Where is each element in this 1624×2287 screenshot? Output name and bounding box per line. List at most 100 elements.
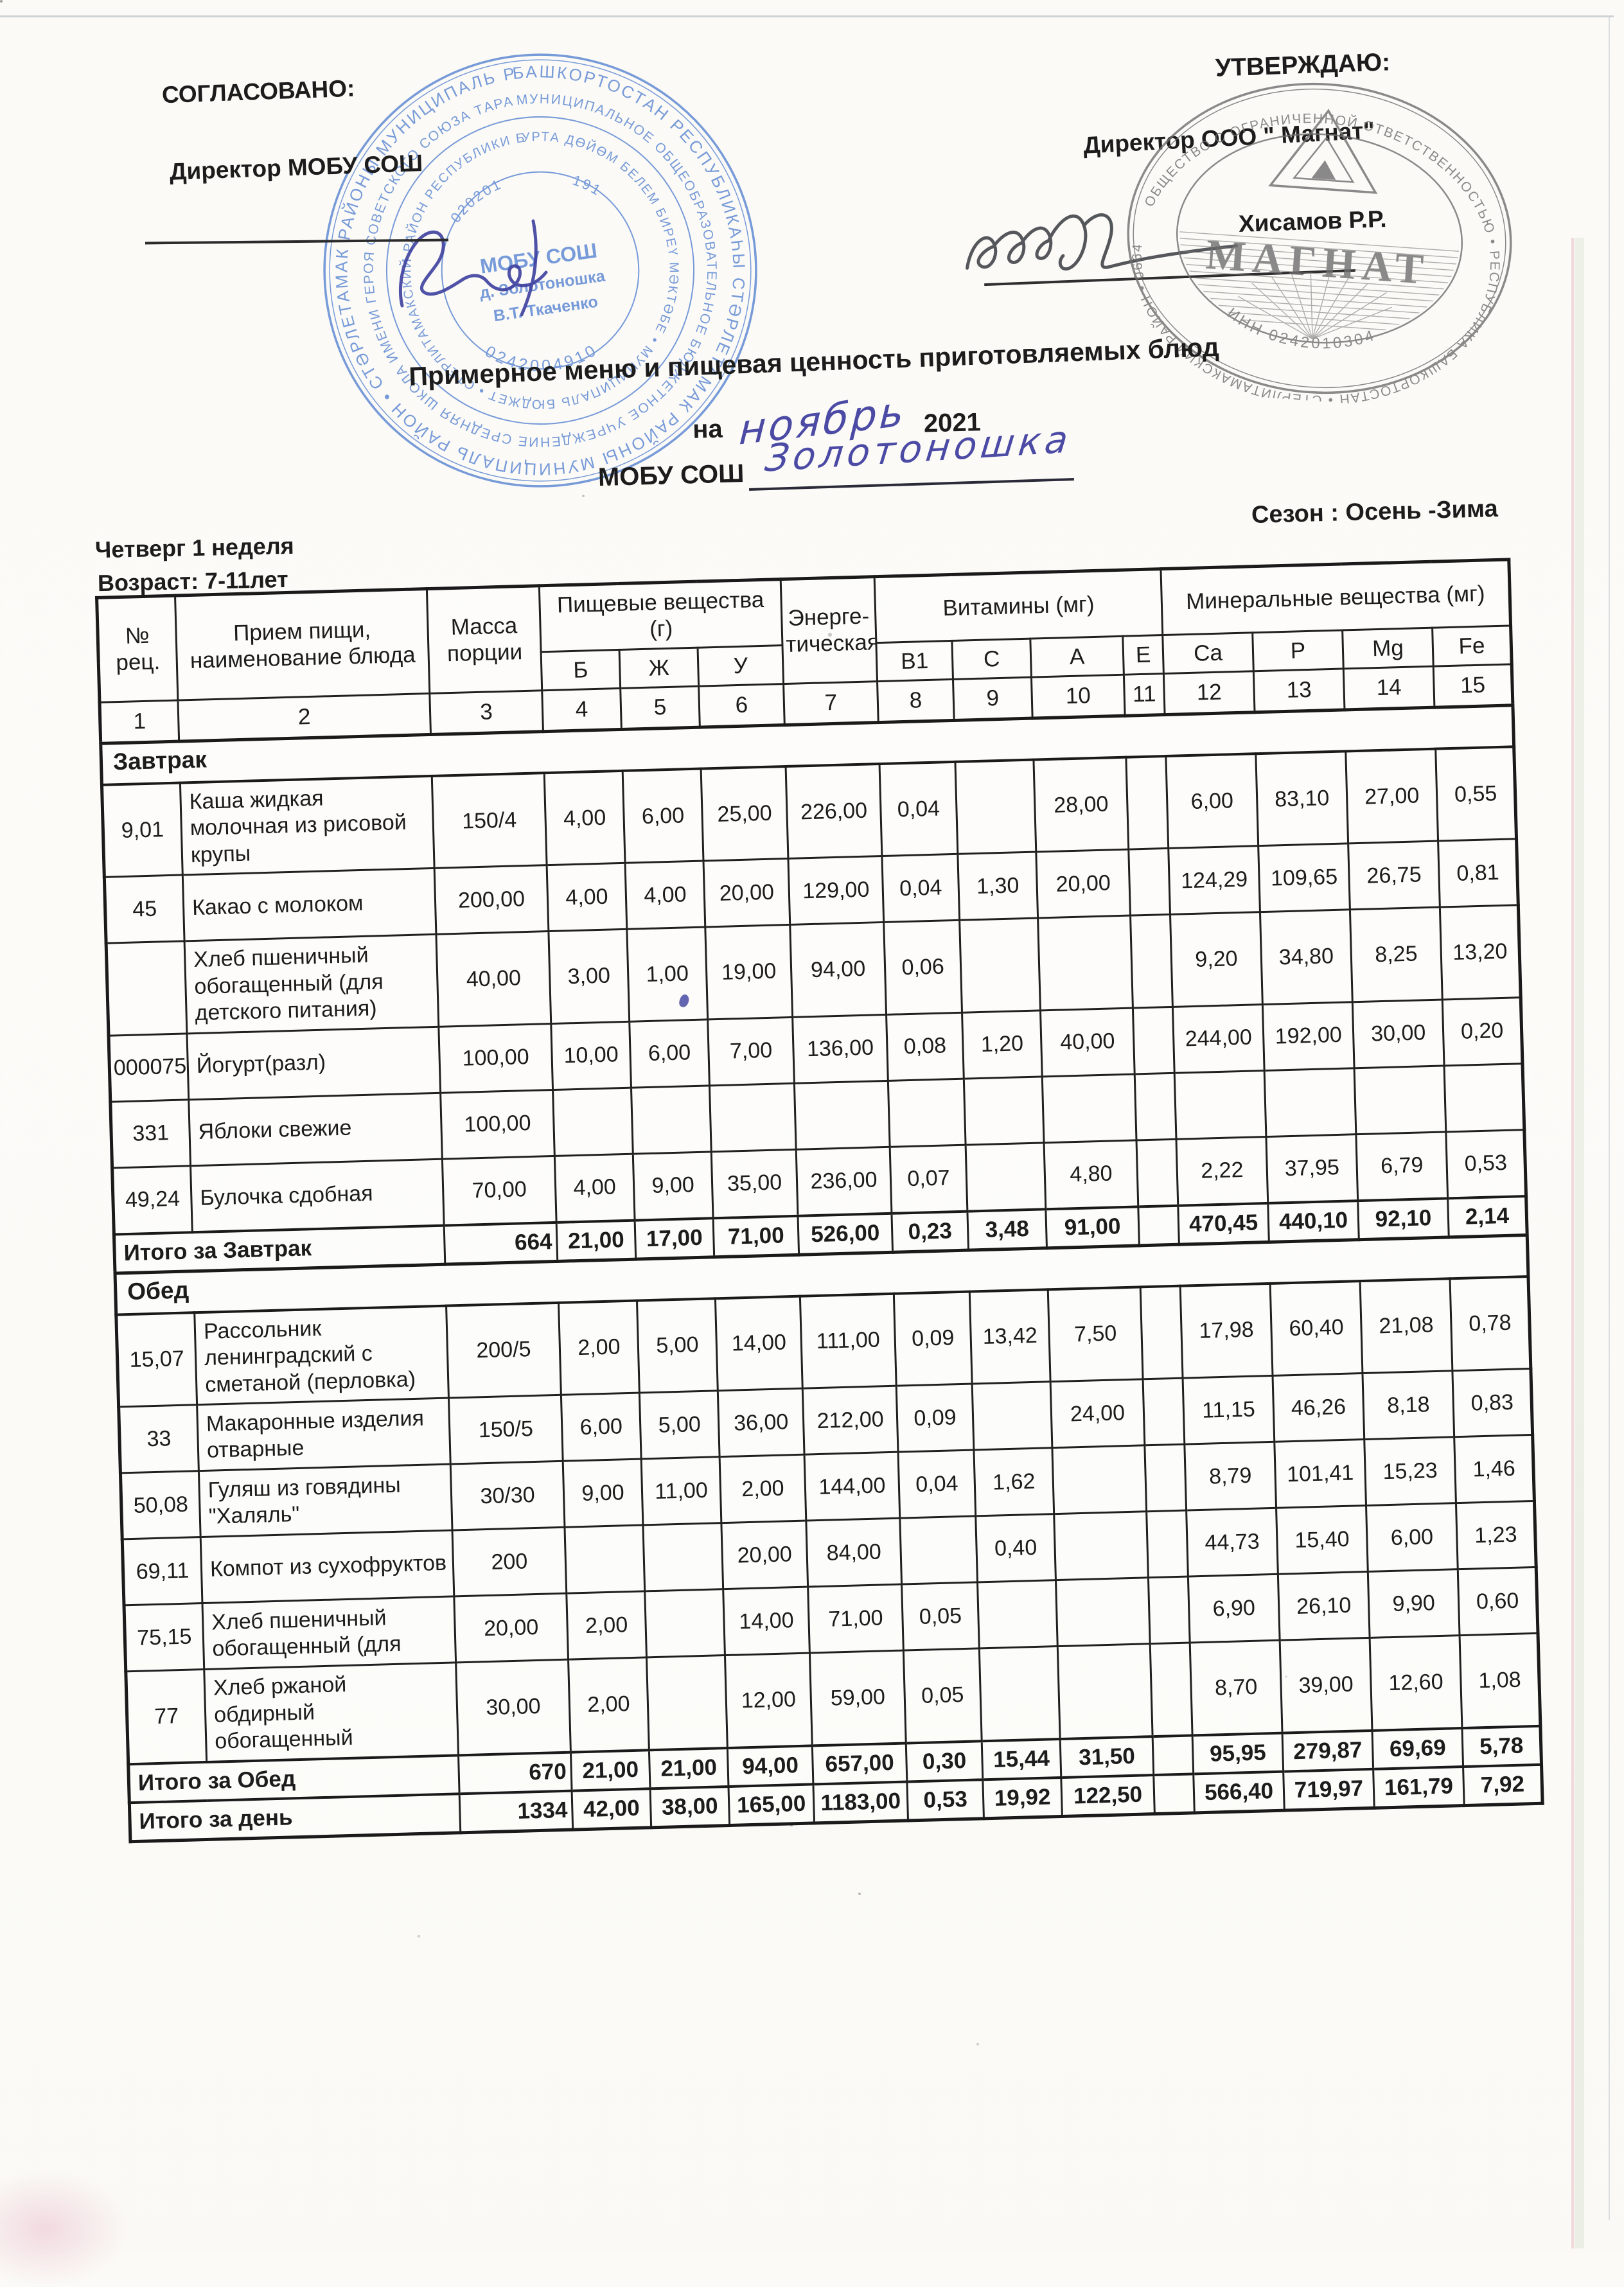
cell-value xyxy=(888,1078,966,1147)
svg-text:191: 191 xyxy=(569,168,606,203)
cell-value: 4,00 xyxy=(625,861,705,930)
cell-value xyxy=(979,1646,1061,1741)
section-total-value-6: 94,00 xyxy=(727,1745,813,1787)
cell-value xyxy=(1130,914,1173,1008)
col-num-6: 6 xyxy=(698,684,785,728)
cell-value xyxy=(1174,1070,1266,1139)
section-total-value-9: 15,44 xyxy=(982,1738,1061,1779)
cell-value: 13,20 xyxy=(1440,905,1521,1000)
cell-value: 30/30 xyxy=(450,1461,565,1531)
cell-value: 0,04 xyxy=(879,761,958,856)
cell-value: 0,06 xyxy=(883,920,962,1015)
cell-value: 8,25 xyxy=(1350,907,1443,1002)
cell-value xyxy=(966,1142,1046,1212)
cell-value: 0,20 xyxy=(1442,997,1523,1066)
stamp-ogrn-fragment-right: 191 xyxy=(569,168,606,203)
col-num-13: 13 xyxy=(1253,668,1345,712)
cell-value xyxy=(1125,755,1169,850)
cell-value xyxy=(552,1087,633,1156)
cell-value xyxy=(1052,1445,1147,1514)
cell-value xyxy=(644,1589,725,1657)
section-total-mass: 670 xyxy=(458,1752,572,1794)
cell-value xyxy=(959,918,1041,1012)
col-header-c: С xyxy=(951,638,1032,680)
section-total-value-5: 17,00 xyxy=(635,1218,714,1259)
cell-value: 236,00 xyxy=(796,1147,892,1216)
cell-rec: 15,07 xyxy=(116,1312,197,1408)
cell-value: 84,00 xyxy=(806,1518,902,1587)
section-total-value-11 xyxy=(1138,1205,1179,1246)
day-total-value-4: 42,00 xyxy=(572,1788,651,1830)
cell-value: 20,00 xyxy=(454,1593,569,1663)
cell-rec: 331 xyxy=(110,1099,191,1168)
day-total-value-14: 161,79 xyxy=(1373,1766,1465,1808)
cell-value: 17,98 xyxy=(1180,1283,1273,1379)
cell-value: 2,00 xyxy=(566,1591,647,1660)
day-total-value-7: 1183,00 xyxy=(813,1781,908,1823)
cell-value: 39,00 xyxy=(1280,1638,1373,1733)
cell-value: 4,00 xyxy=(544,770,626,865)
cell-value: 40,00 xyxy=(1040,1007,1135,1077)
cell-value: 6,00 xyxy=(629,1019,710,1088)
cell-value: 8,18 xyxy=(1362,1370,1454,1440)
cell-value: 6,00 xyxy=(622,768,703,863)
cell-value: 2,22 xyxy=(1176,1136,1268,1206)
section-total-value-14: 92,10 xyxy=(1357,1198,1449,1240)
col-header-nutrients: Пищевые вещества (г) xyxy=(539,579,782,652)
day-total-value-12: 566,40 xyxy=(1193,1771,1285,1813)
cell-dish-name: Гуляш из говядины "Халяль" xyxy=(199,1464,453,1537)
cell-value: 20,00 xyxy=(1036,849,1131,919)
day-total-mass: 1334 xyxy=(459,1790,573,1833)
cell-value xyxy=(642,1523,723,1592)
col-num-15: 15 xyxy=(1433,664,1513,708)
col-header-a: А xyxy=(1030,635,1124,678)
cell-value: 59,00 xyxy=(809,1650,906,1745)
cell-dish-name: Каша жидкая молочная из рисовой крупы xyxy=(180,775,435,876)
col-header-minerals: Минеральные вещества (мг) xyxy=(1161,559,1511,635)
cell-value xyxy=(1055,1577,1151,1647)
cell-value xyxy=(964,1076,1045,1145)
day-total-value-15: 7,92 xyxy=(1463,1764,1543,1806)
cell-value xyxy=(1140,1285,1183,1379)
magnat-oval-stamp: ОБЩЕСТВО С ОГРАНИЧЕННОЙ ОТВЕТСТВЕННОСТЬЮ… xyxy=(1120,82,1512,415)
cell-value: 0,04 xyxy=(898,1450,976,1519)
cell-value: 150/5 xyxy=(448,1395,563,1465)
cell-value: 0,81 xyxy=(1438,839,1519,908)
cell-value: 0,07 xyxy=(890,1144,967,1214)
cell-value: 12,00 xyxy=(725,1653,813,1748)
cell-value: 200 xyxy=(452,1527,567,1597)
cell-value: 9,00 xyxy=(633,1151,714,1221)
day-total-value-10: 122,50 xyxy=(1061,1774,1155,1816)
cell-value: 0,55 xyxy=(1435,746,1517,842)
cell-value: 136,00 xyxy=(792,1014,888,1084)
cell-dish-name: Рассольник ленинградский с сметаной (пер… xyxy=(194,1305,449,1405)
day-total-value-9: 19,92 xyxy=(982,1777,1063,1819)
day-total-value-11 xyxy=(1153,1773,1195,1814)
cell-value: 5,00 xyxy=(637,1298,718,1393)
section-total-value-8: 0,30 xyxy=(906,1740,983,1782)
section-total-value-11 xyxy=(1152,1735,1194,1775)
cell-value xyxy=(899,1516,978,1585)
cell-value xyxy=(564,1525,645,1594)
cell-value: 1,20 xyxy=(962,1010,1043,1079)
col-header-mg: Mg xyxy=(1342,627,1434,669)
cell-value: 6,00 xyxy=(1165,754,1258,849)
cell-dish-name: Булочка сдобная xyxy=(190,1158,445,1232)
col-header-e: Е xyxy=(1122,635,1164,675)
cell-value: 35,00 xyxy=(711,1149,799,1219)
cell-value: 5,00 xyxy=(639,1390,720,1460)
col-header-p: P xyxy=(1252,630,1344,671)
cell-value: 1,46 xyxy=(1454,1435,1535,1503)
scan-edge-top xyxy=(0,15,1614,17)
cell-value: 25,00 xyxy=(701,766,788,861)
cell-value xyxy=(1037,915,1133,1011)
cell-value: 1,08 xyxy=(1460,1633,1540,1728)
cell-value: 200/5 xyxy=(446,1302,561,1399)
col-header-rec: № рец. xyxy=(96,596,178,703)
col-header-fat: Ж xyxy=(619,647,699,689)
cell-value: 10,00 xyxy=(551,1021,631,1090)
cell-rec: 77 xyxy=(125,1669,207,1764)
day-total-value-13: 719,97 xyxy=(1283,1769,1375,1810)
cell-value: 26,10 xyxy=(1278,1571,1370,1641)
